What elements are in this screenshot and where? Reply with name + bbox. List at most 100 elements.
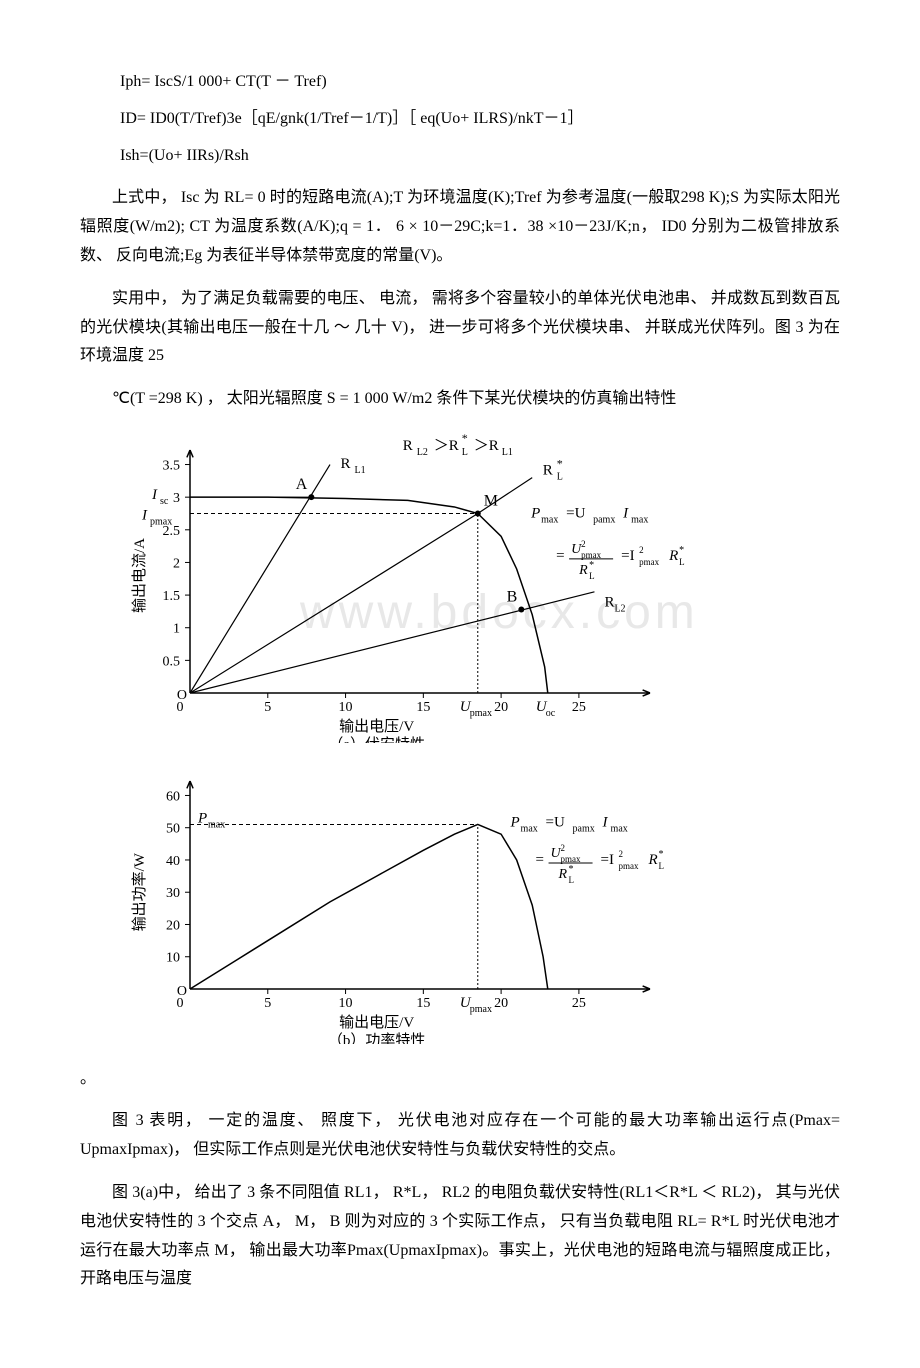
svg-text:25: 25	[572, 700, 586, 715]
chart-iv: www.bdocx.com51015202500.511.522.533.5Is…	[120, 428, 840, 754]
svg-text:pmax: pmax	[470, 1004, 492, 1015]
svg-text:pmax: pmax	[150, 516, 172, 527]
svg-text:2: 2	[619, 849, 624, 859]
svg-text:R: R	[558, 867, 568, 882]
svg-text:O: O	[177, 688, 187, 703]
svg-text:L2: L2	[417, 447, 428, 458]
svg-text:B: B	[507, 588, 518, 605]
svg-text:R: R	[403, 438, 413, 454]
svg-text:pmax: pmax	[470, 708, 492, 719]
svg-text:25: 25	[572, 996, 586, 1011]
svg-text:L1: L1	[502, 447, 513, 458]
svg-text:输出电压/V: 输出电压/V	[339, 1014, 414, 1031]
svg-text:20: 20	[166, 918, 180, 933]
svg-text:*: *	[679, 545, 684, 556]
svg-text:P: P	[510, 814, 520, 830]
svg-text:R: R	[543, 462, 553, 478]
svg-text:L: L	[557, 471, 563, 482]
svg-text:输出电流/A: 输出电流/A	[131, 538, 148, 613]
svg-text:3: 3	[173, 491, 180, 506]
svg-text:＞R: ＞R	[474, 438, 499, 454]
svg-text:1.5: 1.5	[163, 589, 181, 604]
svg-text:P: P	[197, 810, 207, 826]
svg-text:sc: sc	[160, 496, 169, 507]
svg-text:输出电压/V: 输出电压/V	[339, 718, 414, 735]
svg-text:oc: oc	[546, 708, 556, 719]
svg-text:0.5: 0.5	[163, 654, 181, 669]
svg-text:10: 10	[339, 996, 353, 1011]
svg-text:I: I	[141, 507, 148, 523]
equation-2: ID= ID0(T/Tref)3e［qE/gnk(1/Tref－1/T)］［ e…	[120, 105, 840, 134]
svg-text:L: L	[462, 447, 468, 458]
svg-text:1: 1	[173, 622, 180, 637]
svg-text:30: 30	[166, 886, 180, 901]
svg-text:（a）伏安特性: （a）伏安特性	[328, 736, 425, 743]
paragraph-5: 图 3(a)中， 给出了 3 条不同阻值 RL1， R*L， RL2 的电阻负载…	[80, 1179, 840, 1294]
svg-text:15: 15	[416, 996, 430, 1011]
svg-text:15: 15	[416, 700, 430, 715]
svg-text:=I: =I	[601, 852, 614, 868]
svg-text:2: 2	[173, 556, 180, 571]
svg-text:＞R: ＞R	[434, 438, 459, 454]
svg-text:pmax: pmax	[619, 861, 639, 871]
svg-text:20: 20	[494, 996, 508, 1011]
svg-text:=: =	[556, 548, 564, 564]
svg-text:L: L	[679, 557, 685, 567]
svg-text:pamx: pamx	[593, 514, 615, 525]
svg-text:pamx: pamx	[573, 823, 595, 834]
svg-text:=U: =U	[566, 505, 585, 521]
paragraph-4: 图 3 表明， 一定的温度、 照度下， 光伏电池对应存在一个可能的最大功率输出运…	[80, 1107, 840, 1165]
svg-text:*: *	[557, 456, 563, 470]
svg-text:*: *	[569, 864, 574, 875]
svg-text:L1: L1	[355, 465, 366, 476]
equation-3: Ish=(Uo+ IIRs)/Rsh	[120, 142, 840, 171]
svg-text:max: max	[521, 823, 538, 834]
svg-text:40: 40	[166, 854, 180, 869]
svg-text:pmax: pmax	[639, 557, 659, 567]
svg-text:5: 5	[264, 996, 271, 1011]
equation-1: Iph= IscS/1 000+ CT(T － Tref)	[120, 68, 840, 97]
svg-text:M: M	[484, 492, 498, 509]
svg-text:R: R	[668, 548, 678, 564]
svg-text:P: P	[530, 505, 540, 521]
svg-text:（b）功率特性: （b）功率特性	[328, 1032, 426, 1044]
svg-text:L: L	[589, 571, 595, 581]
svg-text:*: *	[589, 560, 594, 571]
svg-text:输出功率/W: 输出功率/W	[131, 852, 148, 931]
svg-text:*: *	[659, 849, 664, 860]
paragraph-3: ℃(T =298 K) ， 太阳光辐照度 S = 1 000 W/m2 条件下某…	[80, 385, 840, 414]
svg-text:20: 20	[494, 700, 508, 715]
svg-text:2: 2	[581, 539, 586, 549]
svg-text:=I: =I	[621, 548, 634, 564]
svg-text:60: 60	[166, 789, 180, 804]
svg-text:max: max	[208, 819, 225, 830]
svg-text:2: 2	[561, 843, 566, 853]
svg-text:50: 50	[166, 821, 180, 836]
svg-text:*: *	[462, 431, 468, 445]
svg-text:max: max	[541, 514, 558, 525]
svg-text:2: 2	[639, 545, 644, 555]
svg-text:O: O	[177, 984, 187, 999]
svg-text:=U: =U	[546, 814, 565, 830]
svg-text:R: R	[648, 852, 658, 868]
chart-pv: 5101520250102030405060PmaxUpmax输出电压/V（b）…	[120, 764, 840, 1055]
svg-text:5: 5	[264, 700, 271, 715]
svg-text:I: I	[151, 487, 158, 503]
svg-text:I: I	[602, 814, 609, 830]
paragraph-2: 实用中， 为了满足负载需要的电压、 电流， 需将多个容量较小的单体光伏电池串、 …	[80, 285, 840, 371]
svg-text:max: max	[631, 514, 648, 525]
svg-text:10: 10	[166, 951, 180, 966]
trailing-period: 。	[80, 1070, 96, 1087]
svg-text:L: L	[659, 861, 665, 871]
svg-text:R: R	[341, 456, 351, 472]
svg-text:L2: L2	[614, 604, 625, 615]
svg-text:www.bdocx.com: www.bdocx.com	[299, 586, 699, 639]
svg-text:L: L	[569, 875, 575, 885]
svg-text:max: max	[611, 823, 628, 834]
svg-text:10: 10	[339, 700, 353, 715]
paragraph-1: 上式中， Isc 为 RL= 0 时的短路电流(A);T 为环境温度(K);Tr…	[80, 184, 840, 270]
svg-text:I: I	[622, 505, 629, 521]
svg-text:R: R	[604, 595, 614, 611]
svg-text:R: R	[578, 563, 588, 578]
svg-text:3.5: 3.5	[163, 458, 181, 473]
